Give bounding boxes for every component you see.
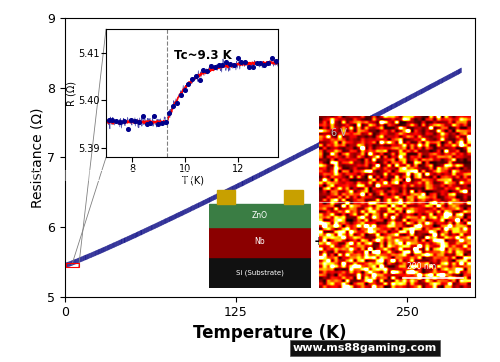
Y-axis label: Resistance (Ω): Resistance (Ω) xyxy=(30,107,44,208)
Text: www.ms88gaming.com: www.ms88gaming.com xyxy=(293,343,437,353)
Bar xyxy=(66,263,78,267)
X-axis label: Temperature (K): Temperature (K) xyxy=(193,324,347,342)
